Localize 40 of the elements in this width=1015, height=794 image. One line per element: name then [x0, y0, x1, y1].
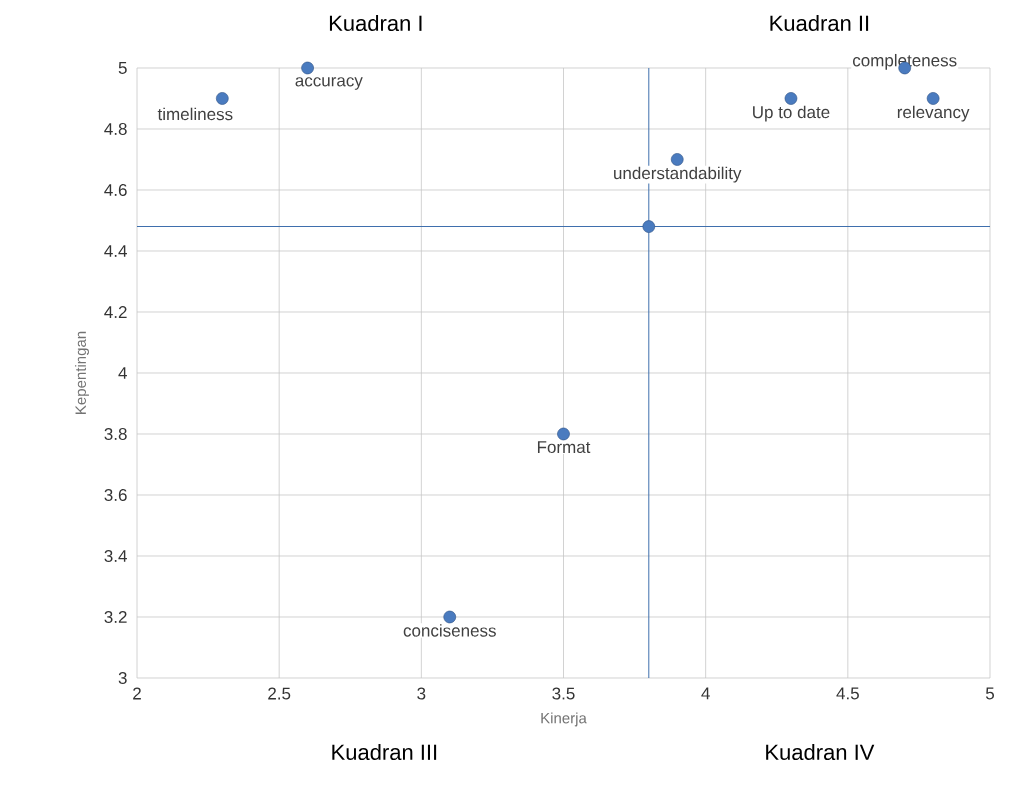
point	[670, 153, 684, 166]
annotation: understandability	[614, 166, 742, 183]
text: Kuadran III	[332, 743, 437, 761]
point	[301, 61, 314, 75]
point	[216, 92, 229, 105]
point	[642, 220, 656, 233]
y-tick-label: 4.8	[104, 122, 127, 136]
annotation: completeness	[852, 53, 957, 70]
text: Kuadran I	[329, 14, 422, 32]
y-tick-label: 3.6	[104, 488, 127, 502]
y-tick-label: 3	[118, 671, 127, 685]
text: Kuadran II	[770, 14, 869, 32]
y-tick-label: 3.2	[104, 610, 127, 624]
y-tick-label: 4.6	[104, 183, 127, 197]
x-tick-label: 4	[701, 687, 710, 700]
point	[557, 427, 570, 441]
annotation: Up to date	[753, 105, 830, 122]
x-tick-label: 5	[985, 687, 995, 700]
y-tick-label: 4	[118, 367, 127, 379]
point	[784, 92, 798, 105]
annotation: accuracy	[295, 77, 363, 90]
y-tick-label: 4.2	[104, 306, 127, 318]
y-tick-label: 3.8	[104, 427, 127, 441]
x-tick-label: 4.5	[836, 687, 859, 700]
y-tick-label: 5	[118, 62, 127, 74]
y-tick-label: 4.4	[104, 245, 127, 257]
point	[443, 610, 457, 624]
annotation: conciseness	[403, 624, 496, 637]
annotation: timeliness	[157, 107, 233, 121]
x-tick-label: 2.5	[268, 687, 291, 700]
x-axis-title: Kinerja	[541, 712, 587, 727]
x-tick-label: 3.5	[552, 687, 575, 700]
x-tick-label: 3	[417, 687, 426, 700]
annotation: Format	[537, 441, 591, 454]
y-axis-title: Kepentingan	[74, 331, 89, 414]
x-tick-label: 2	[133, 687, 141, 700]
text: Kuadran IV	[766, 743, 875, 761]
annotation: relevancy	[897, 105, 970, 122]
y-tick-label: 3.4	[104, 549, 127, 563]
point	[926, 92, 940, 105]
